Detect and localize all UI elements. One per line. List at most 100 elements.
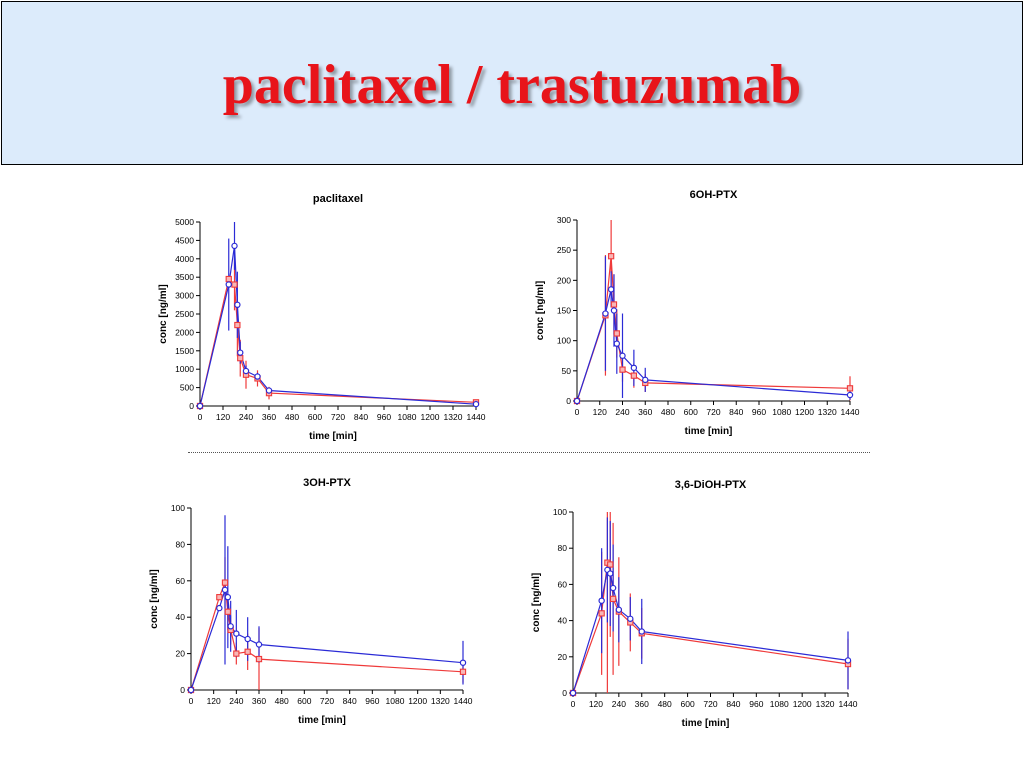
- data-point: [619, 366, 626, 373]
- x-tick-label: 1080: [386, 696, 405, 706]
- x-axis-label: time [min]: [309, 431, 357, 442]
- y-tick-label: 3500: [175, 272, 194, 282]
- x-tick-label: 120: [593, 407, 607, 417]
- y-tick-label: 250: [557, 245, 571, 255]
- data-point: [233, 650, 240, 657]
- data-point: [231, 281, 238, 288]
- data-point: [613, 330, 620, 337]
- y-tick-label: 20: [558, 652, 568, 662]
- data-point: [610, 301, 618, 308]
- data-point: [642, 376, 649, 384]
- data-point: [573, 397, 581, 405]
- x-tick-label: 240: [229, 696, 243, 706]
- y-tick-label: 100: [171, 503, 185, 513]
- y-tick-label: 4500: [175, 235, 194, 245]
- x-tick-label: 240: [615, 407, 629, 417]
- x-tick-label: 360: [262, 412, 276, 422]
- x-tick-label: 1440: [454, 696, 473, 706]
- y-tick-label: 1000: [175, 364, 194, 374]
- x-tick-label: 0: [571, 699, 576, 709]
- x-tick-label: 1200: [408, 696, 427, 706]
- data-point: [598, 610, 605, 617]
- x-tick-label: 960: [749, 699, 763, 709]
- y-tick-label: 500: [180, 383, 194, 393]
- panel-divider: [188, 452, 870, 453]
- y-tick-label: 40: [558, 616, 568, 626]
- x-tick-label: 720: [703, 699, 717, 709]
- chart-6oh-ptx: 6OH-PTX 0 120 240 360 480 600 720 840 960 1080 1200…: [535, 189, 860, 437]
- data-point: [613, 340, 621, 347]
- x-tick-label: 960: [752, 407, 766, 417]
- data-point: [216, 604, 223, 612]
- y-tick-label: 200: [557, 275, 571, 285]
- data-point: [221, 586, 229, 594]
- data-point: [609, 595, 617, 603]
- chart-title: paclitaxel: [313, 193, 363, 205]
- data-point: [607, 253, 615, 260]
- data-point: [607, 286, 615, 293]
- chart-title: 6OH-PTX: [690, 189, 738, 201]
- x-tick-label: 600: [680, 699, 694, 709]
- data-point: [254, 373, 261, 380]
- x-tick-label: 720: [320, 696, 334, 706]
- x-tick-label: 1080: [772, 407, 791, 417]
- data-point: [225, 281, 232, 288]
- x-tick-label: 1440: [841, 407, 860, 417]
- data-point: [237, 349, 244, 356]
- data-point: [231, 242, 238, 250]
- data-point: [472, 400, 480, 408]
- title-banner: paclitaxel / trastuzumab: [1, 1, 1023, 165]
- x-tick-label: 240: [239, 412, 253, 422]
- slide-title: paclitaxel / trastuzumab: [222, 54, 802, 116]
- data-point: [638, 628, 645, 635]
- y-axis-label: conc [ng/ml]: [531, 573, 542, 632]
- x-tick-label: 1320: [818, 407, 837, 417]
- y-tick-label: 2500: [175, 309, 194, 319]
- chart-paclitaxel: paclitaxel 0 120 240 360 480 600 720 840 960 1080 1…: [158, 193, 486, 442]
- x-tick-label: 1320: [816, 699, 835, 709]
- y-tick-label: 80: [558, 543, 568, 553]
- x-tick-label: 840: [354, 412, 368, 422]
- x-tick-label: 480: [275, 696, 289, 706]
- data-point: [234, 301, 241, 309]
- x-tick-label: 0: [189, 696, 194, 706]
- data-point: [844, 657, 852, 664]
- data-point: [196, 402, 204, 410]
- y-tick-label: 60: [176, 576, 186, 586]
- y-axis-label: conc [ng/ml]: [535, 281, 546, 340]
- x-tick-label: 0: [575, 407, 580, 417]
- y-tick-label: 0: [189, 401, 194, 411]
- y-tick-label: 4000: [175, 254, 194, 264]
- y-tick-label: 0: [562, 688, 567, 698]
- data-point: [216, 594, 223, 601]
- y-tick-label: 20: [176, 649, 186, 659]
- y-tick-label: 3000: [175, 291, 194, 301]
- x-tick-label: 360: [635, 699, 649, 709]
- x-tick-label: 960: [377, 412, 391, 422]
- x-tick-label: 720: [331, 412, 345, 422]
- x-tick-label: 480: [285, 412, 299, 422]
- data-point: [627, 615, 634, 622]
- x-tick-label: 0: [198, 412, 203, 422]
- data-point: [255, 641, 263, 648]
- x-tick-label: 360: [252, 696, 266, 706]
- x-tick-label: 1320: [444, 412, 463, 422]
- x-tick-label: 840: [726, 699, 740, 709]
- y-axis-label: conc [ng/ml]: [158, 284, 169, 343]
- x-tick-label: 120: [589, 699, 603, 709]
- y-tick-label: 150: [557, 306, 571, 316]
- x-tick-label: 480: [661, 407, 675, 417]
- data-point: [846, 391, 854, 399]
- data-point: [244, 648, 251, 655]
- data-point: [607, 561, 614, 568]
- data-point: [630, 364, 638, 372]
- x-tick-label: 120: [207, 696, 221, 706]
- data-point: [459, 668, 467, 675]
- series-line: [199, 245, 477, 407]
- x-tick-label: 960: [365, 696, 379, 706]
- x-tick-label: 600: [684, 407, 698, 417]
- data-point: [234, 321, 241, 329]
- data-point: [609, 584, 617, 592]
- y-tick-label: 60: [558, 579, 568, 589]
